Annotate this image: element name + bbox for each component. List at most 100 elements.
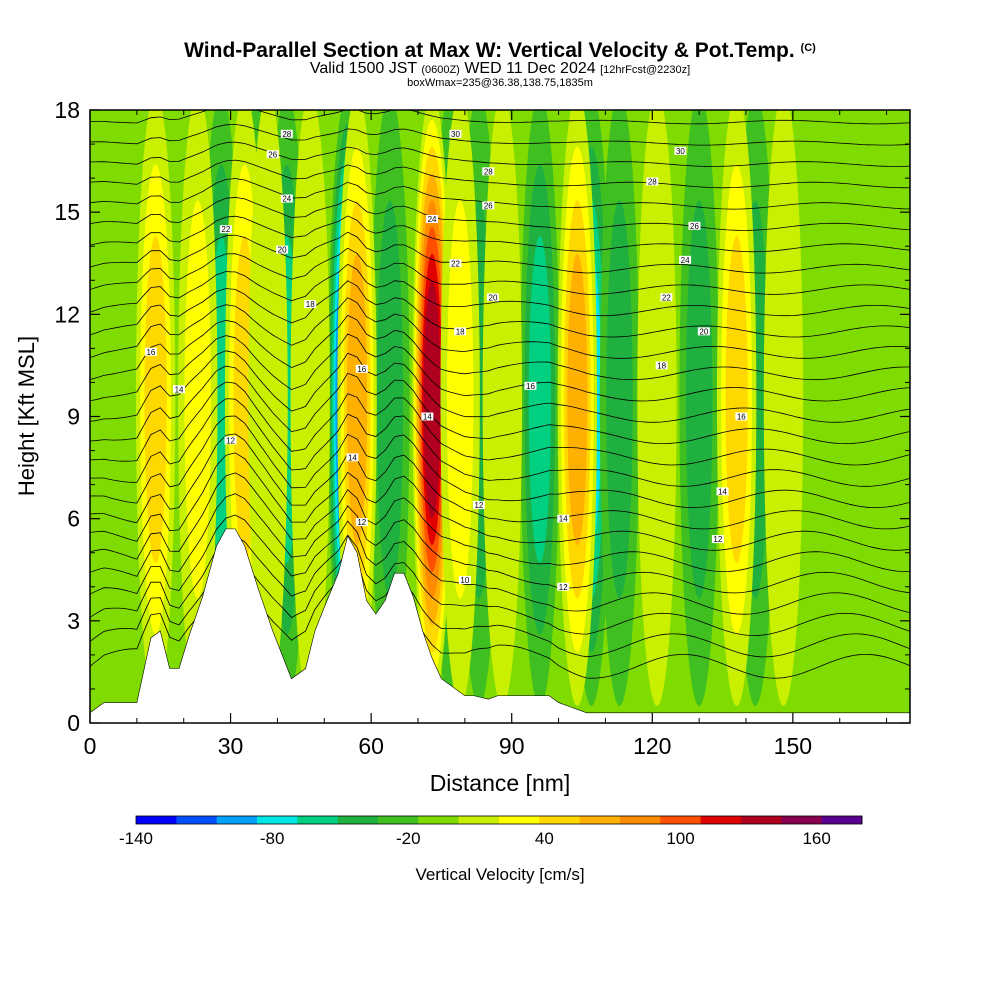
x-axis-label: Distance [nm] (430, 770, 571, 796)
x-tick-label: 60 (358, 733, 384, 759)
updraft-band-level (725, 236, 748, 563)
colorbar-segment (458, 816, 500, 824)
contour-label-bg (486, 293, 499, 302)
contour-label-bg (304, 300, 317, 309)
y-tick-label: 18 (54, 97, 80, 123)
contour-label: 30 (676, 147, 685, 156)
isentrope-line (90, 514, 910, 615)
contour-label-bg (688, 221, 701, 230)
downdraft-band (679, 110, 719, 706)
colorbar-tick-label: 40 (535, 829, 554, 848)
contour-label-bg (219, 225, 232, 234)
downdraft-band (520, 110, 560, 706)
contour-label: 12 (474, 501, 483, 510)
contour-label: 22 (662, 293, 671, 302)
contour-label: 24 (282, 195, 291, 204)
contour-label-bg (655, 361, 668, 370)
isentrope-line (90, 123, 910, 146)
valid-time-line: Valid 1500 JST (0600Z) WED 11 Dec 2024 [… (0, 61, 1000, 78)
contour-label: 26 (484, 201, 493, 210)
colorbar-segment (741, 816, 782, 824)
isentrope-line (90, 493, 910, 594)
colorbar-tick-label: -20 (396, 829, 421, 848)
contour-label-bg (224, 436, 237, 445)
contour-label-bg (660, 293, 673, 302)
downdraft-band-level (606, 200, 633, 599)
contour-label: 26 (690, 222, 699, 231)
contour-label-bg (266, 150, 279, 159)
colorbar-frame (135, 815, 863, 825)
updraft-band (440, 110, 480, 706)
colorbar-segment (216, 816, 258, 824)
y-tick-label: 12 (54, 301, 80, 327)
isentrope-line (90, 452, 910, 551)
contour-label: 14 (348, 453, 357, 462)
isentrope-line (90, 398, 910, 487)
contour-label: 18 (306, 300, 315, 309)
y-tick-label: 0 (67, 710, 80, 736)
valid-utc: (0600Z) (421, 64, 460, 76)
downdraft-band-level (528, 236, 551, 563)
contour-label: 26 (268, 150, 277, 159)
contour-label-bg (524, 381, 537, 390)
contour-labels: 16 14 12 22 26 28 24 20 18 16 14 12 14 30 28 26 24 22 20 18… (144, 129, 748, 592)
contour-label-bg (276, 245, 289, 254)
colorbar-label: Vertical Velocity [cm/s] (415, 865, 584, 884)
contour-label: 14 (175, 385, 184, 394)
x-tick-label: 0 (84, 733, 97, 759)
contour-label-bg (449, 259, 462, 268)
contour-label: 12 (226, 436, 235, 445)
contour-label: 14 (423, 413, 432, 422)
isentrope-line (90, 159, 910, 189)
x-tick-label: 120 (633, 733, 671, 759)
colorbar-segment (418, 816, 460, 824)
contour-label-bg (679, 255, 692, 264)
updraft-band-level (637, 110, 677, 706)
contour-label: 24 (681, 256, 690, 265)
potential-temperature-contours (90, 110, 910, 679)
contour-label: 10 (460, 576, 469, 585)
forecast-info: [12hrFcst@2230z] (600, 64, 691, 76)
downdraft-band-level (376, 200, 404, 599)
valid-date: WED 11 Dec 2024 (464, 60, 596, 77)
contour-label-bg (482, 167, 495, 176)
x-tick-label: 90 (499, 733, 525, 759)
colorbar-segment (781, 816, 823, 824)
contour-label-bg (674, 146, 687, 155)
updraft-band (290, 110, 330, 706)
contour-label-bg (716, 487, 729, 496)
colorbar-tick-label: 160 (802, 829, 830, 848)
isentrope-line (90, 178, 910, 210)
updraft-band-level (144, 236, 167, 563)
updraft-band-level (567, 253, 588, 546)
contour-label-bg (735, 412, 748, 421)
velocity-bands (135, 110, 804, 706)
colorbar-segment (297, 816, 339, 824)
colorbar-segment (539, 816, 581, 824)
y-tick-label: 15 (54, 199, 80, 225)
updraft-band (482, 110, 523, 706)
isentrope-line (90, 333, 910, 402)
contour-label: 16 (526, 382, 535, 391)
isentrope-line (90, 297, 910, 359)
updraft-band (135, 110, 176, 706)
colorbar: -140 -80 -20 40 100 160 (119, 815, 863, 848)
contour-label-bg (557, 514, 570, 523)
contour-label-bg (421, 412, 434, 421)
contour-label: 18 (657, 361, 666, 370)
isentrope-line (90, 110, 910, 125)
isentrope-line (90, 247, 910, 295)
updraft-band-level (763, 110, 804, 706)
contour-label-bg (472, 501, 485, 510)
contour-label-bg (355, 518, 368, 527)
contour-label: 28 (484, 167, 493, 176)
colorbar-segment (499, 816, 540, 824)
updraft-band (337, 110, 377, 706)
isentrope-line (90, 141, 910, 167)
downdraft-band-level (685, 200, 713, 599)
isentrope-line (90, 215, 910, 253)
contour-label-bg (144, 347, 157, 356)
downdraft-band (370, 110, 410, 706)
contour-label: 22 (451, 259, 460, 268)
